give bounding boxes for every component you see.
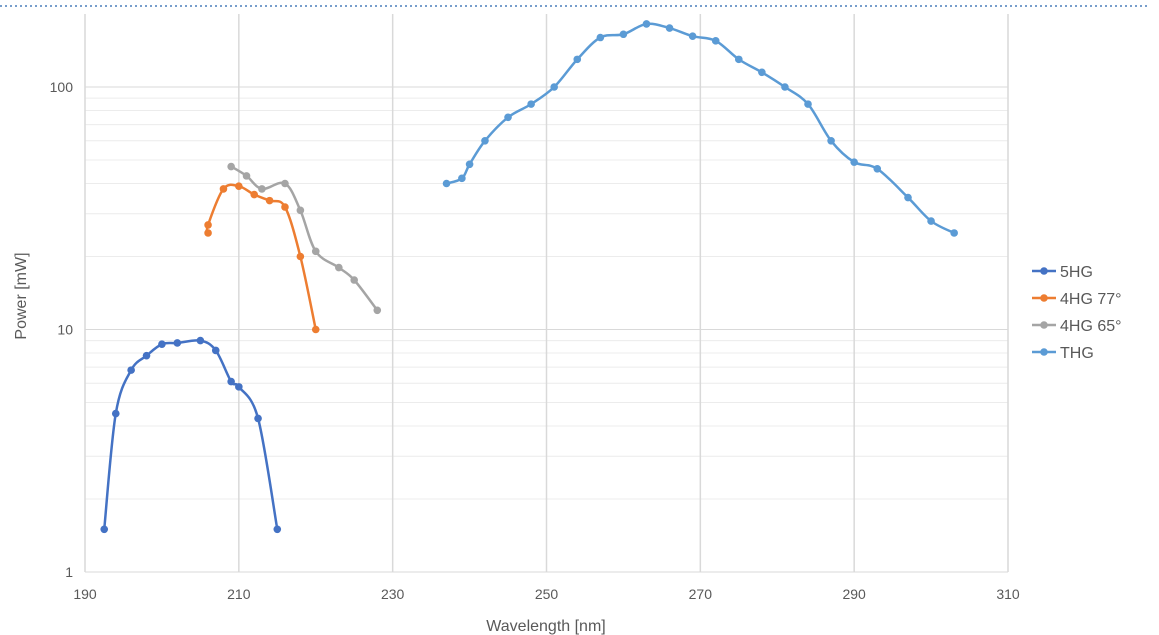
data-point bbox=[281, 179, 289, 188]
data-point bbox=[850, 158, 858, 166]
data-point bbox=[204, 221, 212, 229]
data-point bbox=[619, 30, 628, 39]
data-point bbox=[227, 162, 235, 171]
data-point bbox=[596, 33, 605, 42]
grid bbox=[84, 14, 1009, 573]
data-point bbox=[296, 206, 305, 215]
data-point bbox=[950, 229, 958, 237]
legend-label: 4HG 65° bbox=[1060, 318, 1122, 335]
data-point bbox=[573, 55, 582, 64]
data-point bbox=[311, 325, 320, 334]
data-point bbox=[527, 100, 535, 108]
y-tick-label: 100 bbox=[50, 79, 74, 95]
legend-label: 5HG bbox=[1060, 264, 1093, 281]
legend-label: THG bbox=[1060, 345, 1094, 362]
data-point bbox=[350, 276, 359, 284]
data-point bbox=[196, 336, 205, 345]
data-point bbox=[711, 37, 720, 45]
data-point bbox=[142, 351, 151, 360]
legend-marker bbox=[1040, 267, 1048, 275]
x-tick-label: 270 bbox=[689, 586, 713, 602]
data-point bbox=[758, 68, 766, 77]
data-point bbox=[873, 164, 882, 173]
x-axis-title: Wavelength [nm] bbox=[486, 618, 605, 635]
y-tick-label: 10 bbox=[57, 321, 73, 337]
data-point bbox=[642, 20, 651, 28]
data-point bbox=[550, 83, 558, 91]
data-point bbox=[296, 252, 305, 261]
data-point bbox=[127, 366, 135, 374]
data-point bbox=[100, 525, 109, 534]
data-point bbox=[265, 196, 274, 205]
data-point bbox=[804, 100, 812, 108]
legend-marker bbox=[1040, 294, 1048, 302]
data-point bbox=[904, 193, 912, 202]
data-point bbox=[235, 182, 243, 190]
data-point bbox=[173, 339, 182, 347]
series-line bbox=[102, 339, 279, 530]
series-0 bbox=[100, 336, 282, 534]
data-point bbox=[481, 136, 489, 145]
data-point bbox=[219, 185, 228, 193]
legend-marker bbox=[1040, 348, 1048, 356]
data-point bbox=[781, 83, 789, 91]
series-1 bbox=[204, 182, 320, 334]
data-point bbox=[335, 263, 343, 272]
tick-labels: 190 210 230 250 270 290 310 1 10 100 bbox=[50, 79, 1020, 602]
data-point bbox=[111, 409, 120, 418]
data-point bbox=[258, 185, 266, 193]
x-tick-label: 230 bbox=[381, 586, 405, 602]
data-point bbox=[442, 179, 451, 188]
data-point bbox=[665, 24, 674, 32]
data-point bbox=[458, 174, 466, 183]
data-point bbox=[211, 346, 220, 355]
x-tick-label: 250 bbox=[535, 586, 559, 602]
series-line bbox=[230, 165, 379, 312]
data-point bbox=[242, 172, 251, 180]
x-tick-label: 210 bbox=[227, 586, 251, 602]
data-point bbox=[311, 247, 320, 256]
series-layer bbox=[100, 20, 958, 534]
series-2 bbox=[227, 162, 382, 315]
y-tick-label: 1 bbox=[65, 564, 73, 580]
data-point bbox=[927, 217, 935, 225]
legend-label: 4HG 77° bbox=[1060, 291, 1122, 308]
data-point bbox=[281, 203, 289, 211]
data-point bbox=[250, 190, 259, 199]
data-point bbox=[254, 414, 262, 423]
data-point bbox=[688, 32, 697, 40]
data-point bbox=[273, 525, 282, 534]
data-point bbox=[504, 113, 512, 122]
data-point bbox=[158, 340, 166, 348]
x-tick-label: 310 bbox=[996, 586, 1020, 602]
data-point bbox=[204, 229, 212, 237]
x-tick-label: 190 bbox=[73, 586, 97, 602]
data-point bbox=[734, 55, 743, 64]
data-point bbox=[465, 160, 474, 169]
series-3 bbox=[442, 20, 958, 237]
x-tick-label: 290 bbox=[842, 586, 866, 602]
legend: 5HG 4HG 77° 4HG 65° THG bbox=[1032, 264, 1122, 362]
data-point bbox=[235, 383, 243, 391]
y-axis-title: Power [mW] bbox=[13, 252, 30, 339]
data-point bbox=[373, 306, 382, 315]
legend-marker bbox=[1040, 321, 1048, 329]
data-point bbox=[227, 377, 235, 386]
data-point bbox=[827, 136, 835, 145]
